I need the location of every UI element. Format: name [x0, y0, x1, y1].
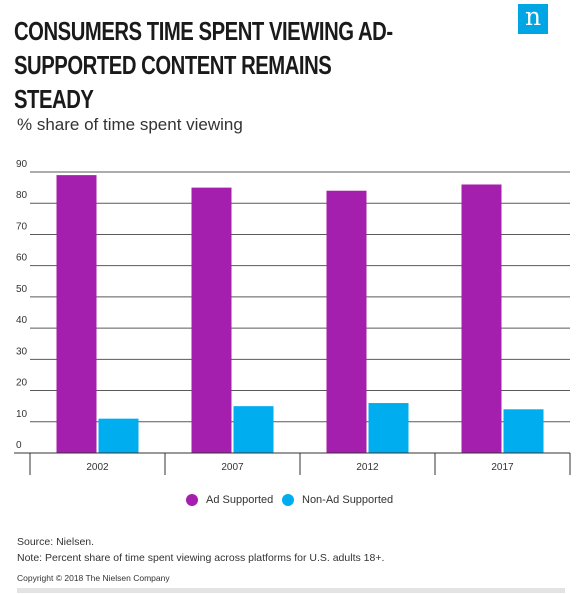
y-axis-labels: 0 10 20 30 40 50 60 70 80 90	[16, 159, 28, 451]
legend-item-ad-supported: Ad Supported	[186, 494, 273, 506]
bar-ad-supported-2007	[191, 187, 232, 453]
y-tick-label: 40	[16, 315, 28, 326]
chart-subtitle: % share of time spent viewing	[17, 115, 243, 134]
legend-label-non-ad-supported: Non-Ad Supported	[302, 494, 394, 506]
y-tick-label: 80	[16, 190, 28, 201]
x-axis-labels: 2002 2007 2012 2017	[86, 462, 514, 473]
x-tick-label: 2017	[491, 462, 514, 473]
y-tick-label: 70	[16, 221, 28, 232]
legend-swatch-ad-supported	[186, 494, 198, 506]
bar-ad-supported-2002	[56, 175, 97, 453]
bar-non-ad-supported-2012	[368, 403, 409, 453]
legend-item-non-ad-supported: Non-Ad Supported	[282, 494, 393, 506]
bar-ad-supported-2012	[326, 190, 367, 453]
bar-chart: 0 10 20 30 40 50 60 70 80 90 2002 2007 2012 2017	[14, 159, 571, 475]
y-tick-label: 50	[16, 284, 28, 295]
x-tick-label: 2007	[221, 462, 244, 473]
note-text: Note: Percent share of time spent viewin…	[17, 552, 385, 564]
x-tick-label: 2012	[356, 462, 379, 473]
y-tick-label: 20	[16, 378, 28, 389]
x-tick-label: 2002	[86, 462, 109, 473]
copyright-text: Copyright © 2018 The Nielsen Company	[17, 573, 170, 583]
legend: Ad Supported Non-Ad Supported	[0, 494, 576, 510]
y-tick-label: 0	[16, 440, 22, 451]
gridlines	[30, 171, 570, 423]
bars	[56, 175, 544, 453]
bottom-divider	[17, 588, 565, 593]
bar-ad-supported-2017	[461, 184, 502, 453]
y-tick-label: 10	[16, 409, 28, 420]
y-tick-label: 60	[16, 253, 28, 264]
legend-label-ad-supported: Ad Supported	[206, 494, 274, 506]
bar-non-ad-supported-2017	[503, 409, 544, 453]
y-tick-label: 30	[16, 346, 28, 357]
legend-swatch-non-ad-supported	[282, 494, 294, 506]
x-axis	[14, 452, 571, 475]
bar-non-ad-supported-2007	[233, 406, 274, 453]
bar-non-ad-supported-2002	[98, 418, 139, 453]
chart-title: CONSUMERS TIME SPENT VIEWING AD-SUPPORTE…	[14, 16, 393, 114]
nielsen-logo: n	[518, 4, 548, 34]
y-tick-label: 90	[16, 159, 28, 170]
source-text: Source: Nielsen.	[17, 536, 95, 548]
